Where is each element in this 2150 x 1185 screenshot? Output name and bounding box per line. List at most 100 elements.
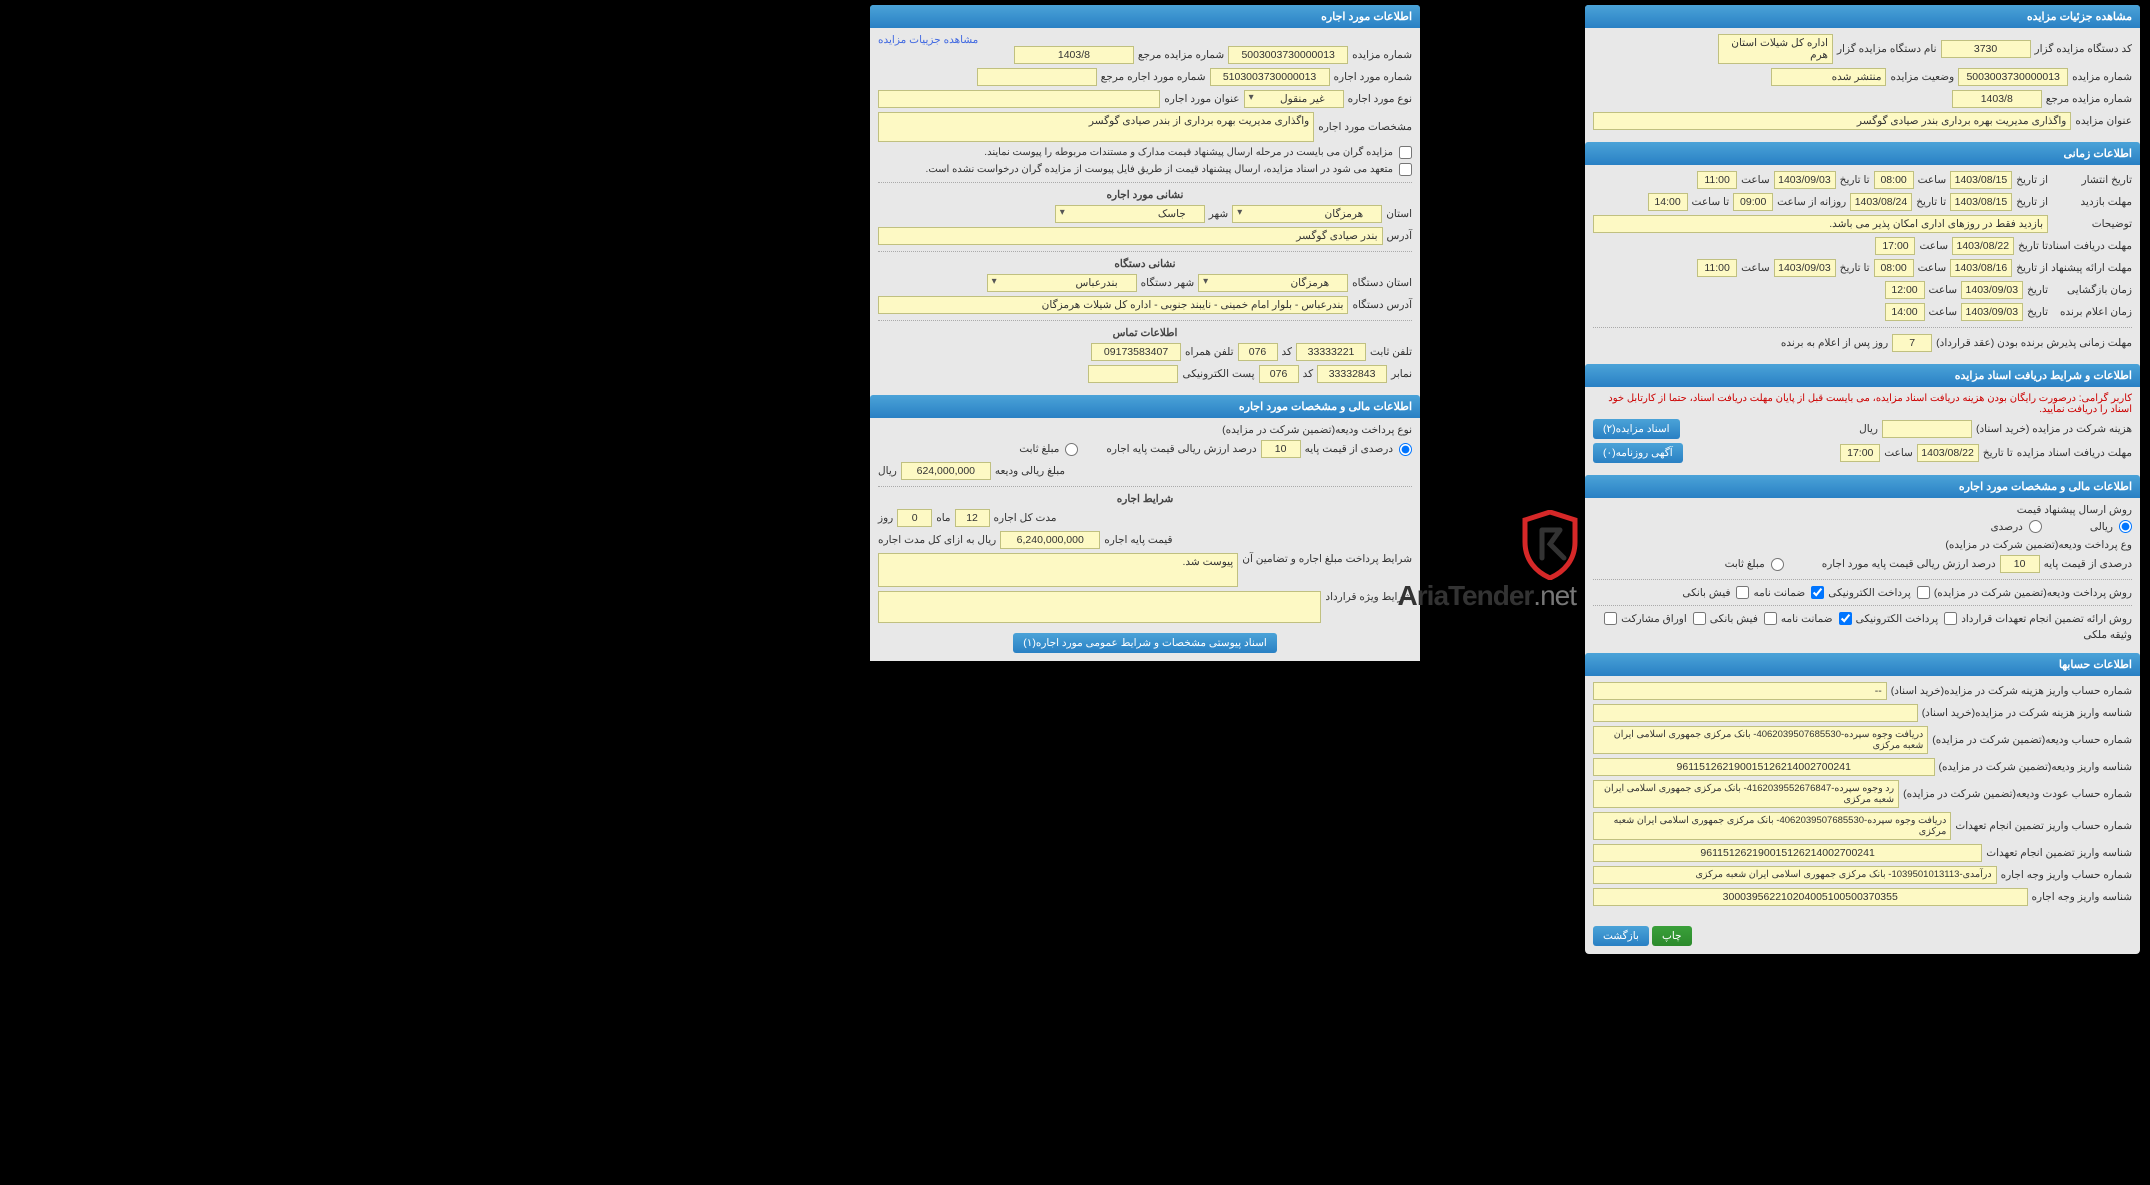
price-method-rial-radio[interactable] xyxy=(2119,520,2132,533)
pct-label-2: درصدی از قیمت پایه xyxy=(1305,443,1393,455)
org-province-label: استان دستگاه xyxy=(1352,277,1412,289)
org-addr-sub: نشانی دستگاه xyxy=(878,258,1412,270)
commit-epay-check[interactable] xyxy=(1944,612,1957,625)
note2-check[interactable] xyxy=(1399,163,1412,176)
visit-to-date: 1403/08/24 xyxy=(1850,193,1912,211)
back-button[interactable]: بازگشت xyxy=(1593,926,1649,946)
pct-label: درصدی از قیمت پایه xyxy=(2044,558,2132,570)
unit-1: ریال xyxy=(878,465,897,477)
commit-bank-check[interactable] xyxy=(1764,612,1777,625)
commit-stock: اوراق مشارکت xyxy=(1621,613,1687,625)
opt-percent: درصدی xyxy=(1990,521,2022,533)
province-select[interactable]: هرمزگان xyxy=(1232,205,1382,223)
watermark-logo: AriaTender.net xyxy=(1350,510,1580,590)
code-label-2: کد xyxy=(1303,368,1314,380)
to-time-label-1: تا ساعت xyxy=(1692,196,1730,208)
price-method-percent-radio[interactable] xyxy=(2029,520,2042,533)
opt-fixed-2: مبلغ ثابت xyxy=(1019,443,1059,455)
pay-bank-check[interactable] xyxy=(1736,586,1749,599)
commit-guarantee-check[interactable] xyxy=(1839,612,1852,625)
lease-ref-label: شماره مورد اجاره مرجع xyxy=(1101,71,1206,83)
visit-label: مهلت بازدید xyxy=(2052,196,2132,208)
doc-date: 1403/08/22 xyxy=(1952,237,2014,255)
fax-field: 33332843 xyxy=(1317,365,1387,383)
fee-field xyxy=(1882,420,1972,438)
email-field xyxy=(1088,365,1178,383)
footer-buttons: چاپ بازگشت xyxy=(1585,918,2140,954)
pct-radio[interactable] xyxy=(1399,443,1412,456)
duration-label: مدت کل اجاره xyxy=(994,512,1057,524)
address-label: آدرس xyxy=(1387,230,1412,242)
org-code-label: کد دستگاه مزایده گزار xyxy=(2035,43,2132,55)
deposit-id-label: شناسه واریز ودیعه(تضمین شرکت در مزایده) xyxy=(1939,761,2133,773)
accounts-header: اطلاعات حسابها xyxy=(1585,653,2140,676)
city-select[interactable]: جاسک xyxy=(1055,205,1205,223)
newspaper-ad-button[interactable]: آگهی روزنامه(۰) xyxy=(1593,443,1683,463)
visit-from-date: 1403/08/15 xyxy=(1950,193,2012,211)
auction-details-body: کد دستگاه مزایده گزار 3730 نام دستگاه مز… xyxy=(1585,28,2140,142)
status-field: منتشر شده xyxy=(1771,68,1886,86)
offer-from-time: 08:00 xyxy=(1874,259,1914,277)
city-label: شهر xyxy=(1209,208,1228,220)
auction-docs-button[interactable]: اسناد مزایده(۲) xyxy=(1593,419,1680,439)
doc-deadline-label: مهلت دریافت اسناد xyxy=(2052,240,2132,252)
type-select[interactable]: غیر منقول xyxy=(1244,90,1344,108)
commit-acc-label: شماره حساب واریز تضمین انجام تعهدات xyxy=(1955,820,2132,832)
ref-no-field: 1403/8 xyxy=(1952,90,2042,108)
ref-no-label-2: شماره مزایده مرجع xyxy=(1138,49,1224,61)
commit-stock-check[interactable] xyxy=(1693,612,1706,625)
deposit-type-label-2: نوع پرداخت ودیعه(تضمین شرکت در مزایده) xyxy=(1222,424,1412,436)
pay-guarantee-check[interactable] xyxy=(1811,586,1824,599)
phone-label: تلفن ثابت xyxy=(1370,346,1412,358)
phone-field: 33333221 xyxy=(1296,343,1366,361)
winner-date: 1403/09/03 xyxy=(1961,303,2023,321)
doc-terms-body: کاربر گرامی: درصورت رایگان بودن هزینه در… xyxy=(1585,387,2140,475)
open-time: 12:00 xyxy=(1885,281,1925,299)
status-label: وضعیت مزایده xyxy=(1890,71,1954,83)
org-city-select[interactable]: بندرعباس xyxy=(987,274,1137,292)
print-button[interactable]: چاپ xyxy=(1652,926,1692,946)
note2: متعهد می شود در اسناد مزایده، ارسال پیشن… xyxy=(926,164,1393,175)
commit-prop-check[interactable] xyxy=(1604,612,1617,625)
fax-label: نمابر xyxy=(1391,368,1412,380)
auction-no-2: 5003003730000013 xyxy=(1228,46,1348,64)
time-label-1: ساعت xyxy=(1918,174,1947,186)
pct-desc-2: درصد ارزش ریالی قیمت پایه اجاره xyxy=(1106,443,1256,455)
special-field[interactable] xyxy=(878,591,1321,623)
details-link[interactable]: مشاهده جزییات مزایده xyxy=(878,34,978,46)
notes-label: توضیحات xyxy=(2052,218,2132,230)
pay-epay-check[interactable] xyxy=(1917,586,1930,599)
subject-label: عنوان مزایده xyxy=(2075,115,2132,127)
financial-body: روش ارسال پیشنهاد قیمت ریالی درصدی وع پر… xyxy=(1585,498,2140,653)
time-label-3: ساعت xyxy=(1919,240,1948,252)
fixed-radio-2[interactable] xyxy=(1065,443,1078,456)
auction-no-label: شماره مزایده xyxy=(2072,71,2132,83)
mobile-label: تلفن همراه xyxy=(1185,346,1233,358)
commit-id-label: شناسه واریز تضمین انجام تعهدات xyxy=(1986,847,2132,859)
refund-acc-label: شماره حساب عودت ودیعه(تضمین شرکت در مزای… xyxy=(1903,788,2132,800)
note1-check[interactable] xyxy=(1399,146,1412,159)
fixed-amount-radio[interactable] xyxy=(1771,558,1784,571)
deposit-acc: دریافت وجوه سپرده-4062039507685530- بانک… xyxy=(1593,726,1928,754)
commit-acc: دریافت وجوه سپرده-4062039507685530- بانک… xyxy=(1593,812,1951,840)
lease-docs-button[interactable]: اسناد پیوستی مشخصات و شرایط عمومی مورد ا… xyxy=(1013,633,1277,653)
accept-days: 7 xyxy=(1892,334,1932,352)
fax-code: 076 xyxy=(1259,365,1299,383)
from-date-label: از تاریخ xyxy=(2016,174,2048,186)
fee-id-label: شناسه واریز هزینه شرکت در مزایده(خرید اس… xyxy=(1922,707,2132,719)
open-date: 1403/09/03 xyxy=(1961,281,2023,299)
publish-to-date: 1403/09/03 xyxy=(1774,171,1836,189)
doc-terms-header: اطلاعات و شرایط دریافت اسناد مزایده xyxy=(1585,364,2140,387)
contact-sub: اطلاعات تماس xyxy=(878,327,1412,339)
rent-id: 300039562210204005100500370355 xyxy=(1593,888,2028,906)
org-name-field: اداره کل شیلات استان هرم xyxy=(1718,34,1833,64)
auction-no-field: 5003003730000013 xyxy=(1958,68,2068,86)
time-label-2: ساعت xyxy=(1741,174,1770,186)
ref-no-2: 1403/8 xyxy=(1014,46,1134,64)
org-province-select[interactable]: هرمزگان xyxy=(1198,274,1348,292)
accounts-body: شماره حساب واریز هزینه شرکت در مزایده(خر… xyxy=(1585,676,2140,918)
offer-to-time: 11:00 xyxy=(1697,259,1737,277)
code-label-1: کد xyxy=(1282,346,1293,358)
commit-epay: پرداخت الکترونیکی xyxy=(1856,613,1939,625)
publish-from-date: 1403/08/15 xyxy=(1950,171,2012,189)
